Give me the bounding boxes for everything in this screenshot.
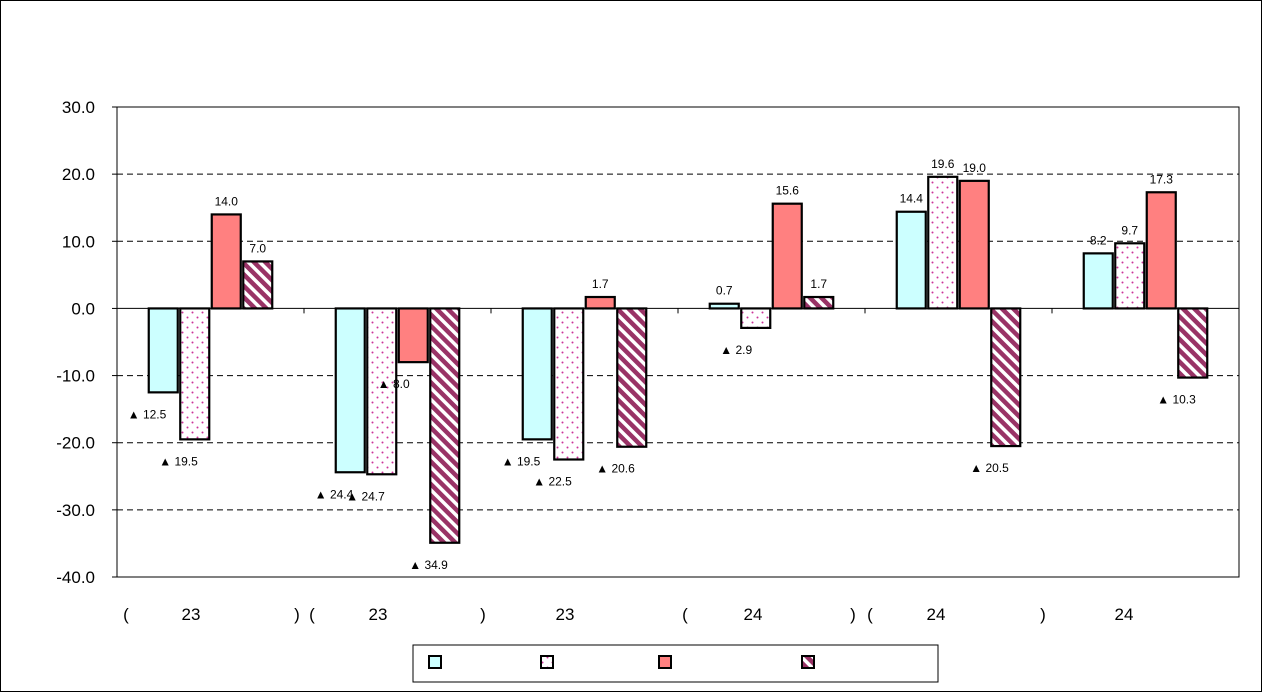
y-tick-label: -30.0 (56, 501, 95, 520)
bar-s3-g4 (771, 202, 803, 310)
bar-s4-g3 (616, 307, 648, 448)
bar-s4-g2 (429, 307, 461, 544)
data-label: ▲ 2.9 (720, 343, 752, 357)
data-label: 0.7 (716, 284, 733, 298)
y-tick-label: -40.0 (56, 568, 95, 587)
data-label: ▲ 8.0 (378, 377, 410, 391)
data-label: 15.6 (776, 184, 800, 198)
legend (412, 644, 939, 683)
y-tick-label: -10.0 (56, 367, 95, 386)
bar-s3-g2 (397, 307, 429, 364)
x-axis-label: ( (682, 605, 688, 624)
x-axis-label: 23 (369, 605, 388, 624)
x-axis-label: 24 (1115, 605, 1134, 624)
bar-s1-g3 (521, 307, 553, 441)
data-label: 1.7 (592, 277, 609, 291)
data-label: 19.0 (963, 161, 987, 175)
bar-s1-g6 (1082, 252, 1114, 310)
data-label: ▲ 19.5 (159, 454, 198, 468)
bar-s1-g2 (334, 307, 366, 474)
data-label: ▲ 19.5 (502, 454, 541, 468)
data-label: 17.3 (1150, 172, 1174, 186)
x-axis-label: ( (123, 605, 129, 624)
y-tick-label: 20.0 (62, 165, 95, 184)
bar-layer (147, 175, 1209, 544)
bar-s3-g1 (210, 213, 242, 310)
legend-box (412, 644, 939, 683)
x-axis-label: 23 (556, 605, 575, 624)
bar-s2-g6 (1114, 242, 1146, 310)
data-label: ▲ 10.3 (1157, 393, 1196, 407)
data-label: ▲ 24.4 (315, 487, 354, 501)
data-label: 8.2 (1090, 233, 1107, 247)
x-axis-label: 23 (182, 605, 201, 624)
x-axis-label: 24 (927, 605, 946, 624)
x-axis-label: 24 (744, 605, 763, 624)
plot-area (116, 106, 1240, 578)
data-label: 1.7 (810, 277, 827, 291)
y-tick-label: 30.0 (62, 98, 95, 117)
bar-s1-g5 (895, 210, 927, 310)
bar-s2-g4 (740, 307, 772, 329)
bar-s1-g4 (708, 302, 740, 310)
x-axis-label: ) (1040, 605, 1046, 624)
bar-s2-g3 (553, 307, 585, 461)
legend-swatch-s1 (428, 655, 442, 669)
bar-s2-g2 (366, 307, 398, 476)
data-label: ▲ 22.5 (533, 475, 572, 489)
x-axis-label: ( (867, 605, 873, 624)
data-label: 14.4 (900, 192, 924, 206)
bar-s2-g5 (927, 175, 959, 310)
data-label: 7.0 (249, 241, 266, 255)
y-tick-label: 0.0 (71, 299, 95, 318)
bar-s4-g5 (990, 307, 1022, 448)
data-label: ▲ 12.5 (128, 407, 167, 421)
data-label: 19.6 (931, 157, 955, 171)
data-label: ▲ 20.5 (970, 461, 1009, 475)
legend-swatch-s3 (658, 655, 672, 669)
x-axis-label: ) (294, 605, 300, 624)
axis-layer: 30.0 20.0 10.0 0.0 -10.0 -20.0 -30.0 -40.0 (23) (… (56, 98, 1240, 624)
bar-s4-g4 (803, 295, 835, 310)
bar-s4-g1 (242, 260, 274, 310)
legend-swatch-s2 (540, 655, 554, 669)
data-label: 14.0 (215, 194, 239, 208)
bar-s1-g1 (147, 307, 179, 394)
legend-swatch-s4 (801, 655, 815, 669)
bar-s4-g6 (1177, 307, 1209, 379)
x-axis-label: ) (850, 605, 856, 624)
data-label: ▲ 20.6 (596, 462, 635, 476)
bar-s2-g1 (179, 307, 211, 441)
label-layer: ▲ 12.5 ▲ 24.4 ▲ 19.5 0.7 14.4 8.2 ▲ 19.5 ▲ 24.7… (128, 157, 1196, 572)
y-tick-label: 10.0 (62, 232, 95, 251)
data-label: ▲ 34.9 (409, 558, 448, 572)
y-tick-label: -20.0 (56, 434, 95, 453)
data-label: ▲ 24.7 (346, 489, 385, 503)
data-label: 9.7 (1121, 223, 1138, 237)
x-axis-label: ( (309, 605, 315, 624)
bar-s3-g3 (584, 295, 616, 310)
bar-s3-g5 (958, 179, 990, 310)
grid-layer (117, 173, 1239, 511)
bar-s3-g6 (1145, 191, 1177, 310)
x-axis-label: ) (480, 605, 486, 624)
